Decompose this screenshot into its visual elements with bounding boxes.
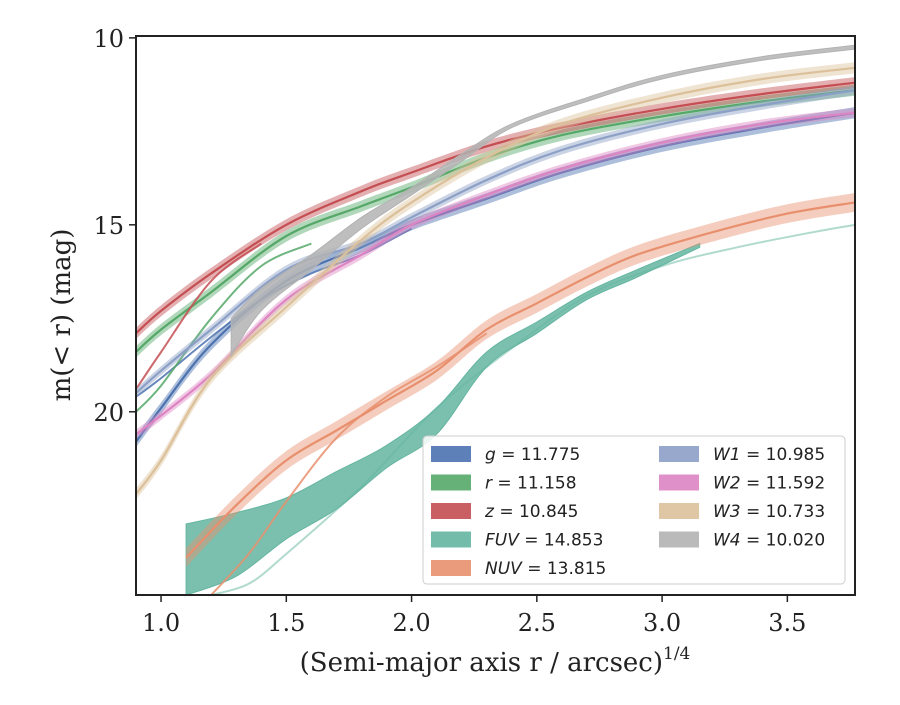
legend-label: z = 10.845 xyxy=(484,502,578,522)
series-w2-curve xyxy=(136,111,855,436)
x-tick-label: 2.0 xyxy=(392,609,430,637)
legend-item-w2: W2 = 11.592 xyxy=(659,474,825,494)
series-z-curve xyxy=(136,81,855,335)
x-tick-label: 3.5 xyxy=(768,609,806,637)
legend-swatch xyxy=(431,446,471,462)
legend-label: W1 = 10.985 xyxy=(713,445,825,465)
x-tick-label: 1.5 xyxy=(267,609,305,637)
x-tick-label: 3.0 xyxy=(643,609,681,637)
legend-label: g = 11.775 xyxy=(485,445,580,465)
legend-label: NUV = 13.815 xyxy=(485,559,606,579)
legend-item-r: r = 11.158 xyxy=(431,474,577,494)
y-tick-label: 10 xyxy=(93,25,124,53)
legend-item-z: z = 10.845 xyxy=(431,502,578,522)
y-tick-label: 20 xyxy=(93,399,124,427)
legend-label: W4 = 10.020 xyxy=(713,531,825,551)
series-r-secondary-curve xyxy=(136,242,312,413)
legend-item-w3: W3 = 10.733 xyxy=(659,502,825,522)
x-axis-label-exponent: 1/4 xyxy=(663,644,690,664)
x-axis-label-text: (Semi-major axis r / arcsec) xyxy=(300,648,663,678)
legend-label: r = 11.158 xyxy=(485,474,577,494)
series-g-curve xyxy=(136,111,855,443)
series-w3-curve xyxy=(136,66,855,495)
legend-item-fuv: FUV = 14.853 xyxy=(431,531,603,551)
legend-swatch xyxy=(431,503,471,519)
legend-swatch xyxy=(659,503,699,519)
y-tick-label: 15 xyxy=(93,212,124,240)
series-nuv-curve xyxy=(185,201,855,559)
series-z xyxy=(136,77,855,390)
series-w3 xyxy=(136,62,855,500)
legend-swatch xyxy=(431,474,471,491)
legend-item-w4: W4 = 10.020 xyxy=(659,531,825,551)
legend-swatch xyxy=(659,446,699,462)
legend-frame xyxy=(422,435,846,585)
legend-swatch xyxy=(659,531,699,548)
y-axis: 10 15 20 xyxy=(93,25,136,427)
series-w2 xyxy=(136,108,855,439)
series-nuv xyxy=(185,193,855,595)
legend-label: W3 = 10.733 xyxy=(713,502,825,522)
legend-swatch xyxy=(659,474,699,491)
series-fuv xyxy=(185,223,855,595)
legend-swatch xyxy=(431,531,471,548)
legend-item-nuv: NUV = 13.815 xyxy=(431,559,606,579)
series-w1 xyxy=(136,85,855,398)
legend-item-g: g = 11.775 xyxy=(431,445,580,465)
series-layer xyxy=(136,44,855,595)
series-w1-curve xyxy=(136,89,855,394)
legend-label: W2 = 11.592 xyxy=(713,474,825,494)
legend: g = 11.775 r = 11.158 z = 10.845 FUV = 14.8… xyxy=(422,435,846,585)
series-fuv-band xyxy=(185,242,701,595)
series-w3-band xyxy=(136,62,855,500)
x-tick-label: 2.5 xyxy=(518,609,556,637)
legend-item-w1: W1 = 10.985 xyxy=(659,445,825,465)
series-nuv-secondary-curve xyxy=(210,332,488,595)
y-axis-label: m(< r) (mag) xyxy=(47,229,77,402)
series-z-secondary-curve xyxy=(136,242,262,390)
x-axis: 1.0 1.5 2.0 2.5 3.0 3.5 xyxy=(142,595,806,637)
legend-swatch xyxy=(431,560,471,576)
x-axis-label: (Semi-major axis r / arcsec)1/4 xyxy=(300,644,691,678)
plot-frame xyxy=(135,35,856,596)
legend-label: FUV = 14.853 xyxy=(485,531,603,551)
x-tick-label: 1.0 xyxy=(142,609,180,637)
